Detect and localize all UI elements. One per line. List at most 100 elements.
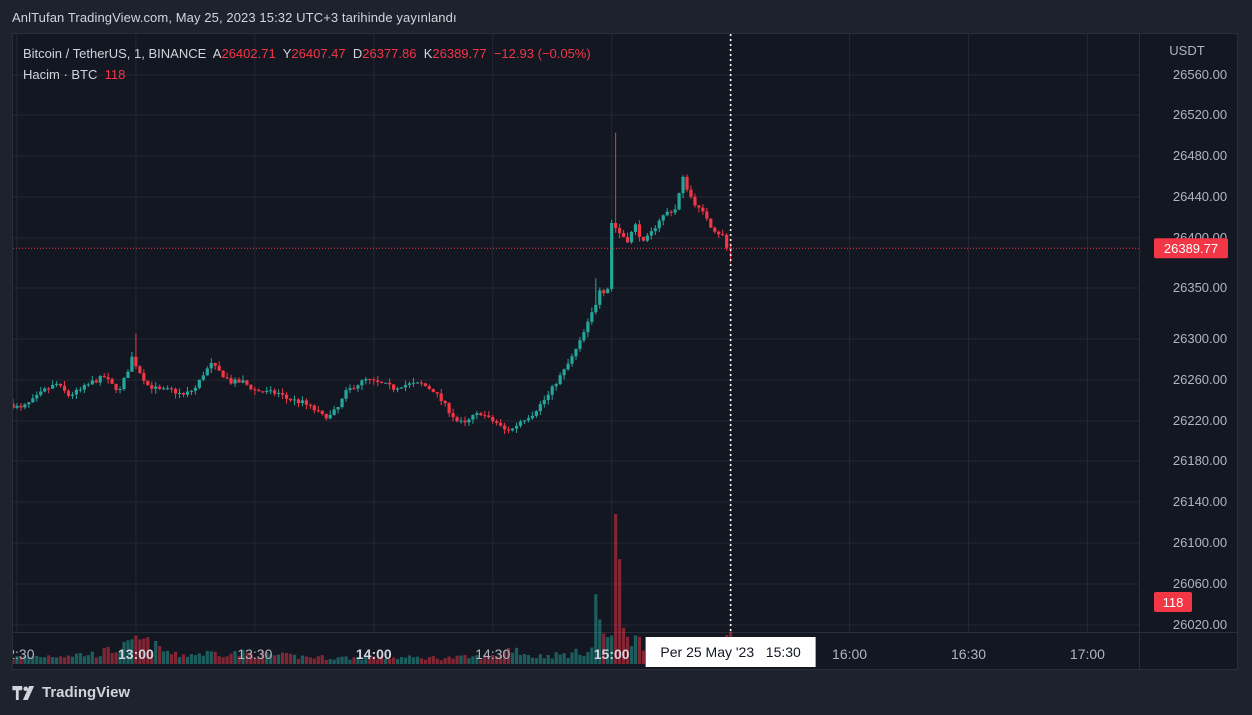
volume-bar: [614, 514, 618, 664]
candle-body: [229, 378, 233, 384]
candle-body: [300, 400, 305, 404]
volume-bar: [35, 655, 39, 664]
candle-body: [352, 388, 356, 390]
candle-body: [257, 389, 261, 392]
candle-body: [35, 394, 39, 399]
y-tick-label: 26100.00: [1173, 535, 1227, 550]
volume-legend[interactable]: Hacim · BTC 118: [23, 67, 125, 82]
candle-body: [158, 386, 162, 389]
candle-body: [138, 366, 142, 373]
volume-bar: [582, 655, 586, 664]
volume-bar: [618, 559, 622, 664]
volume-bar: [265, 652, 269, 664]
volume-bar: [217, 656, 221, 664]
candle-body: [51, 384, 55, 389]
x-tick-label: 17:00: [1070, 646, 1105, 662]
candle-body: [503, 425, 507, 430]
volume-bar: [364, 656, 368, 664]
candle-body: [562, 369, 566, 376]
volume-bar: [277, 654, 281, 664]
volume-bar: [384, 658, 388, 664]
volume-bar: [158, 645, 162, 664]
candle-body: [602, 290, 606, 294]
volume-bar: [637, 636, 642, 664]
volume-bar: [348, 659, 352, 664]
volume-bar: [554, 652, 558, 664]
y-tick-label: 26020.00: [1173, 617, 1227, 632]
last-price-tag: [1154, 238, 1228, 259]
candle-body: [130, 356, 134, 372]
volume-bar: [213, 651, 217, 664]
candle-body: [320, 410, 324, 414]
candle-body: [74, 389, 79, 395]
candle-body: [558, 375, 562, 385]
volume-bar: [324, 659, 328, 664]
volume-bar: [423, 659, 427, 664]
volume-bar: [411, 657, 416, 664]
volume-bar: [249, 652, 253, 664]
volume-bar: [399, 657, 404, 664]
candlestick-chart[interactable]: 26560.0026520.0026480.0026440.0026400.00…: [13, 34, 1237, 669]
volume-bar: [166, 650, 170, 664]
x-tick-label: 16:30: [951, 646, 986, 662]
volume-bar: [455, 655, 459, 664]
x-tick-label: 15:00: [594, 646, 630, 662]
volume-bar: [514, 647, 519, 664]
candle-body: [629, 232, 634, 243]
volume-bar: [150, 652, 154, 664]
volume-bar: [574, 648, 578, 664]
volume-bar: [602, 633, 606, 664]
volume-bar: [181, 654, 186, 664]
volume-bar: [431, 656, 435, 664]
candle-body: [43, 388, 47, 392]
x-tick-label: 14:30: [475, 646, 510, 662]
candle-body: [463, 420, 467, 423]
y-tick-label: 26180.00: [1173, 453, 1227, 468]
volume-bar: [304, 656, 308, 664]
candle-body: [673, 209, 677, 213]
candle-body: [372, 379, 376, 381]
candle-body: [542, 400, 546, 405]
volume-bar: [598, 619, 602, 664]
last-volume-tag-label: 118: [1163, 595, 1184, 610]
volume-bar: [169, 654, 174, 664]
candle-body: [649, 231, 653, 236]
volume-bar: [51, 657, 55, 664]
candle-body: [677, 193, 681, 210]
candle-body: [582, 332, 586, 341]
volume-bar: [459, 655, 463, 664]
volume-bar: [380, 655, 384, 664]
volume-bar: [621, 627, 626, 664]
candle-body: [546, 394, 550, 401]
volume-bar: [308, 657, 312, 664]
candle-body: [55, 383, 59, 385]
candle-body: [415, 382, 420, 384]
volume-bar: [205, 650, 209, 664]
candle-body: [225, 377, 229, 379]
volume-bar: [269, 654, 273, 664]
last-volume-tag: [1154, 592, 1192, 612]
candle-body: [518, 421, 523, 426]
candle-body: [166, 388, 170, 390]
candle-body: [578, 340, 582, 349]
candle-body: [173, 389, 178, 394]
candle-body: [249, 384, 253, 390]
volume-bar: [62, 657, 67, 664]
candle-body: [685, 176, 689, 190]
volume-bar: [352, 657, 356, 664]
volume-bar: [55, 657, 59, 664]
volume-bar: [356, 657, 360, 664]
chart-frame[interactable]: 26560.00 26520.00 26480.00 26440.00 26400.00…: [12, 33, 1238, 670]
change-value: −12.93 (−0.05%): [493, 46, 591, 61]
candle-body: [66, 390, 71, 396]
crosshair-time-tag: [645, 637, 816, 667]
volume-bar: [86, 655, 90, 664]
tradingview-brand[interactable]: TradingView: [12, 684, 130, 701]
candle-body: [154, 386, 158, 389]
candle-body: [419, 382, 423, 384]
candle-body: [19, 405, 23, 408]
symbol-label[interactable]: Bitcoin / TetherUS, 1, BINANCE: [23, 46, 207, 61]
volume-bar: [320, 655, 324, 664]
candle-body: [181, 392, 186, 395]
volume-bar: [58, 656, 63, 664]
